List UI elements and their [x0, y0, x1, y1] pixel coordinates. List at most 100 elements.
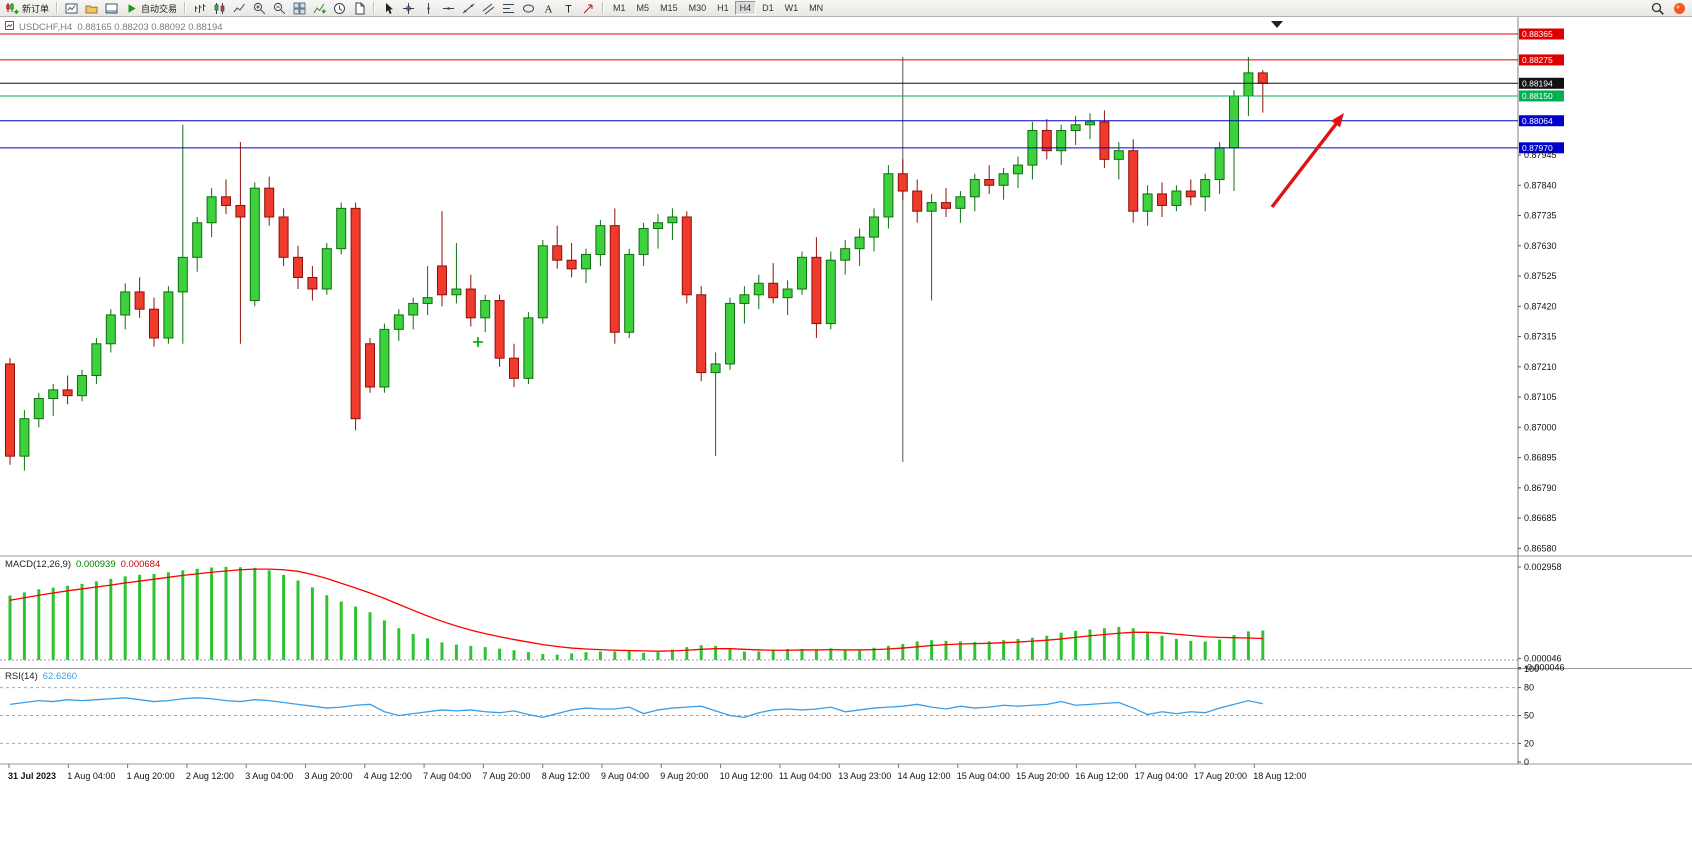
cursor-icon[interactable] — [379, 1, 398, 16]
timeframe-H4[interactable]: H4 — [734, 1, 757, 15]
svg-text:0.000046: 0.000046 — [1524, 654, 1562, 664]
timeframe-D1[interactable]: D1 — [757, 1, 779, 15]
chart-shift-marker[interactable] — [1271, 21, 1283, 28]
svg-text:0.88064: 0.88064 — [1522, 116, 1553, 126]
plus-marker-annotation[interactable] — [473, 337, 483, 347]
time-axis[interactable]: 31 Jul 2023 1 Aug 04:00 1 Aug 20:00 2 Aug 1… — [8, 764, 1306, 781]
crosshair-icon[interactable] — [399, 1, 418, 16]
rsi-panel[interactable]: 100 80 50 20 0 — [0, 664, 1539, 767]
svg-text:0.87970: 0.87970 — [1522, 143, 1553, 153]
svg-text:0.86580: 0.86580 — [1524, 543, 1557, 553]
trendline-icon[interactable] — [459, 1, 478, 16]
profiles-icon[interactable] — [82, 1, 101, 16]
timeframe-M30[interactable]: M30 — [684, 1, 712, 15]
svg-text:0.87420: 0.87420 — [1524, 301, 1557, 311]
svg-text:16 Aug 12:00: 16 Aug 12:00 — [1075, 771, 1128, 781]
toolbar-separator — [56, 2, 59, 14]
svg-text:0: 0 — [1524, 757, 1529, 767]
svg-text:0.87735: 0.87735 — [1524, 211, 1557, 221]
search-icon[interactable] — [1648, 1, 1667, 16]
svg-text:0.86790: 0.86790 — [1524, 483, 1557, 493]
alerts-icon[interactable] — [1670, 1, 1689, 16]
svg-text:0.88150: 0.88150 — [1522, 91, 1553, 101]
macd-signal-value: 0.000684 — [120, 559, 161, 570]
macd-panel[interactable]: 0.002958 0.000046-0.000046 — [0, 562, 1565, 673]
horizontal-line-icon[interactable] — [439, 1, 458, 16]
svg-text:2 Aug 12:00: 2 Aug 12:00 — [186, 771, 234, 781]
shapes-icon[interactable] — [519, 1, 538, 16]
vertical-line-icon[interactable] — [419, 1, 438, 16]
timeframe-M5[interactable]: M5 — [632, 1, 655, 15]
timeframe-M1[interactable]: M1 — [608, 1, 631, 15]
svg-text:15 Aug 04:00: 15 Aug 04:00 — [957, 771, 1010, 781]
svg-text:7 Aug 20:00: 7 Aug 20:00 — [482, 771, 530, 781]
svg-text:14 Aug 12:00: 14 Aug 12:00 — [898, 771, 951, 781]
svg-text:7 Aug 04:00: 7 Aug 04:00 — [423, 771, 471, 781]
templates-icon[interactable] — [350, 1, 369, 16]
svg-text:15 Aug 20:00: 15 Aug 20:00 — [1016, 771, 1069, 781]
candlestick-series[interactable] — [5, 57, 1268, 471]
timeframe-MN[interactable]: MN — [804, 1, 828, 15]
bar-chart-icon[interactable] — [190, 1, 209, 16]
label-icon[interactable]: T — [559, 1, 578, 16]
svg-text:0.87105: 0.87105 — [1524, 392, 1557, 402]
terminal-icon[interactable] — [102, 1, 121, 16]
text-icon[interactable]: A — [539, 1, 558, 16]
svg-text:9 Aug 20:00: 9 Aug 20:00 — [660, 771, 708, 781]
auto-trading-button[interactable]: 自动交易 — [122, 1, 180, 16]
arrow-tool-icon[interactable] — [579, 1, 598, 16]
fibonacci-icon[interactable] — [499, 1, 518, 16]
chart-window: 0.88365 0.88275 0.88194 0.88150 0.88064 0.879… — [0, 17, 1692, 848]
svg-text:0.87525: 0.87525 — [1524, 271, 1557, 281]
svg-text:0.87210: 0.87210 — [1524, 362, 1557, 372]
macd-name: MACD(12,26,9) — [5, 559, 71, 570]
price-tag-0.87970: 0.87970 — [1519, 142, 1564, 154]
price-tag-0.88064: 0.88064 — [1519, 115, 1564, 127]
new-order-button[interactable]: 新订单 — [3, 1, 52, 16]
symbol-label: USDCHF,H4 — [19, 21, 73, 33]
toolbar-separator — [602, 2, 605, 14]
svg-text:3 Aug 20:00: 3 Aug 20:00 — [305, 771, 353, 781]
line-chart-icon[interactable] — [230, 1, 249, 16]
tile-windows-icon[interactable] — [290, 1, 309, 16]
svg-text:17 Aug 04:00: 17 Aug 04:00 — [1135, 771, 1188, 781]
periods-icon[interactable] — [330, 1, 349, 16]
zoom-out-icon[interactable] — [270, 1, 289, 16]
price-tag-0.88194: 0.88194 — [1519, 77, 1564, 89]
chart-toolbar-group — [190, 1, 369, 16]
chart-canvas[interactable]: 0.88365 0.88275 0.88194 0.88150 0.88064 0.879… — [0, 17, 1692, 848]
svg-text:0.86895: 0.86895 — [1524, 453, 1557, 463]
price-line-objects[interactable]: 0.88365 0.88275 0.88194 0.88150 0.88064 0.879… — [0, 28, 1564, 154]
timeframe-W1[interactable]: W1 — [780, 1, 804, 15]
svg-text:0.86685: 0.86685 — [1524, 513, 1557, 523]
charts-icon[interactable] — [62, 1, 81, 16]
svg-text:80: 80 — [1524, 683, 1534, 693]
timeframe-H1[interactable]: H1 — [712, 1, 734, 15]
svg-text:100: 100 — [1524, 664, 1539, 674]
channel-icon[interactable] — [479, 1, 498, 16]
rsi-indicator-label: RSI(14) 62.6260 — [5, 671, 77, 682]
candlestick-chart-icon[interactable] — [210, 1, 229, 16]
svg-text:0.88194: 0.88194 — [1522, 78, 1553, 88]
indicators-icon[interactable] — [310, 1, 329, 16]
svg-text:-0.000046: -0.000046 — [1524, 663, 1565, 673]
price-axis[interactable]: 0.87945 0.87840 0.87735 0.87630 0.87525 0.874… — [1518, 150, 1557, 553]
svg-text:0.87315: 0.87315 — [1524, 332, 1557, 342]
svg-text:20: 20 — [1524, 738, 1534, 748]
trend-arrow-annotation[interactable] — [1270, 113, 1344, 209]
zoom-in-icon[interactable] — [250, 1, 269, 16]
timeframe-toolbar: M1 M5 M15 M30 H1 H4 D1 W1 MN — [608, 1, 828, 15]
svg-text:T: T — [565, 3, 572, 15]
svg-text:0.88365: 0.88365 — [1522, 29, 1553, 39]
svg-text:17 Aug 20:00: 17 Aug 20:00 — [1194, 771, 1247, 781]
toolbar-right-group — [1648, 1, 1689, 16]
svg-text:0.87840: 0.87840 — [1524, 180, 1557, 190]
new-order-icon — [6, 2, 19, 15]
timeframe-M15[interactable]: M15 — [655, 1, 683, 15]
new-order-label: 新订单 — [22, 3, 50, 14]
svg-text:0.002958: 0.002958 — [1524, 562, 1562, 572]
price-tag-0.88150: 0.88150 — [1519, 90, 1564, 102]
pane-separators[interactable] — [0, 17, 1692, 765]
rsi-line — [9, 697, 1263, 719]
